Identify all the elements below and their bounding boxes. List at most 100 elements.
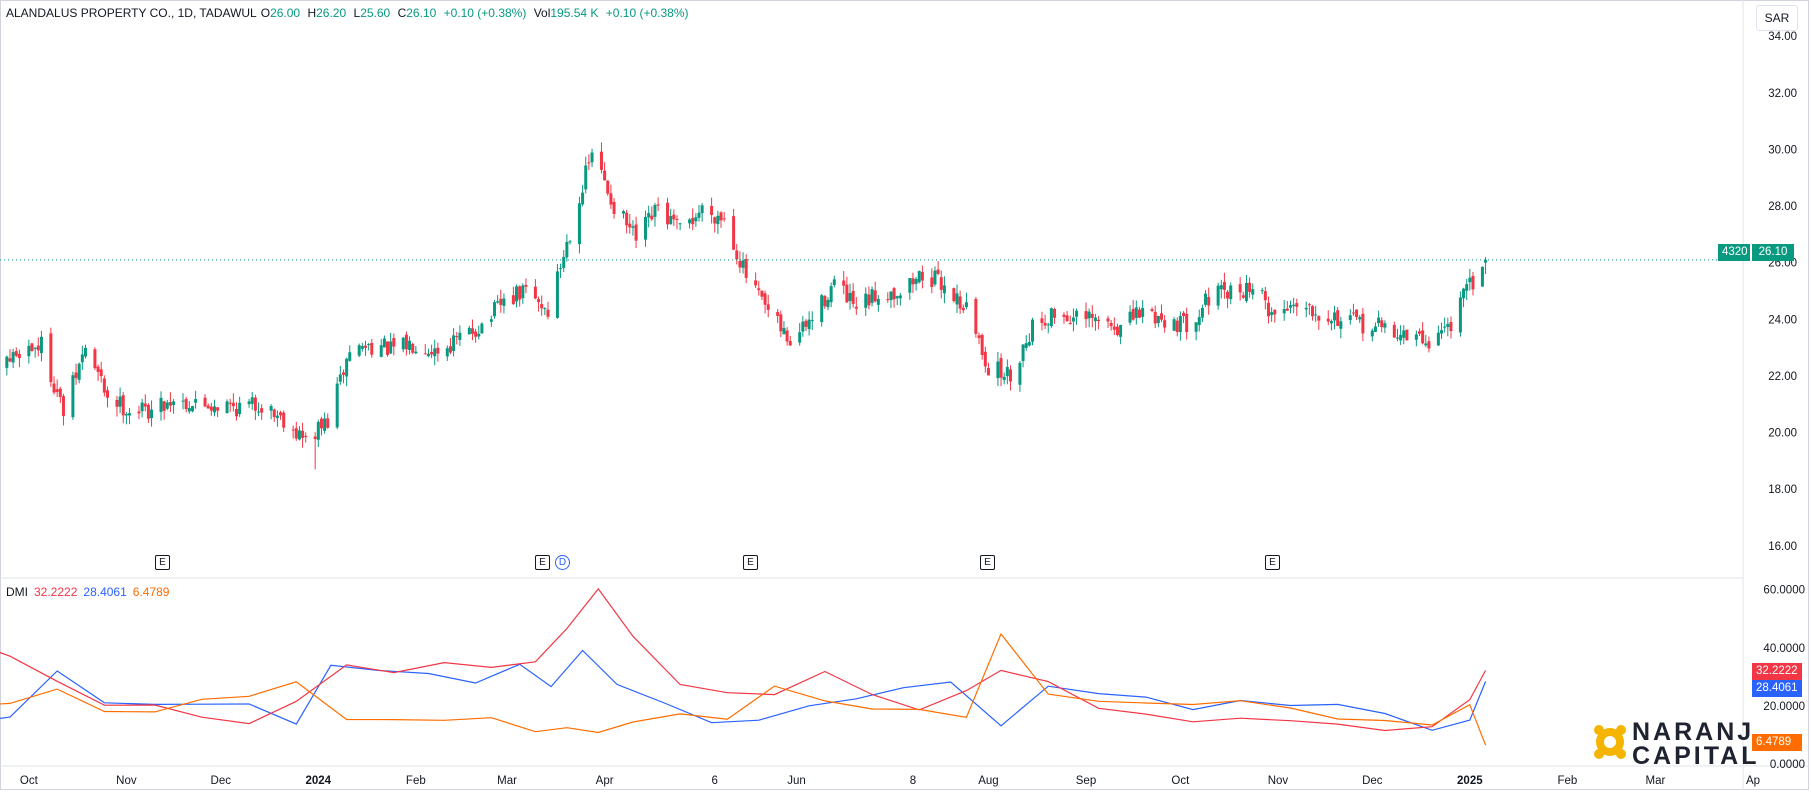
dividend-event-marker[interactable]: D xyxy=(555,555,570,570)
candle-body xyxy=(1392,324,1396,338)
candle-body xyxy=(524,284,528,287)
candle-body xyxy=(710,205,714,215)
candle-body xyxy=(1285,308,1289,311)
candle-body xyxy=(272,409,276,418)
candle-body xyxy=(1449,322,1453,332)
candle-body xyxy=(1266,302,1270,317)
candle-body xyxy=(357,345,361,356)
candle-body xyxy=(590,152,594,163)
candle-body xyxy=(933,270,937,285)
candle-body xyxy=(162,401,166,411)
candle-body xyxy=(433,348,437,357)
candle-body xyxy=(14,351,18,356)
candle-body xyxy=(1084,311,1088,320)
earnings-event-marker[interactable]: E xyxy=(980,555,995,570)
candle-body xyxy=(74,372,78,379)
price-axis-tick: 20.00 xyxy=(1768,428,1797,440)
candle-body xyxy=(722,218,726,220)
dmi-badge-1: 32.2222 xyxy=(1752,663,1802,680)
candle-body xyxy=(644,216,648,240)
candle-body xyxy=(1024,343,1028,348)
candle-body xyxy=(1005,367,1009,377)
candle-body xyxy=(999,358,1003,378)
earnings-event-marker[interactable]: E xyxy=(155,555,170,570)
price-axis-tick: 32.00 xyxy=(1768,88,1797,100)
candle-body xyxy=(1326,318,1330,322)
candle-body xyxy=(190,406,194,412)
candle-body xyxy=(1131,308,1135,320)
candle-body xyxy=(1018,362,1022,385)
candle-body xyxy=(631,226,635,228)
candle-body xyxy=(656,204,660,206)
candle-body xyxy=(908,278,912,293)
candle-body xyxy=(1314,314,1318,316)
candle-body xyxy=(996,361,1000,379)
candle-body xyxy=(367,344,371,346)
candle-body xyxy=(1329,321,1333,324)
candle-body xyxy=(634,224,638,241)
candle-body xyxy=(77,363,81,380)
candle-body xyxy=(1377,317,1381,324)
time-axis-tick: Apr xyxy=(596,775,614,787)
volume-change: +0.10 (+0.38%) xyxy=(605,6,689,20)
earnings-event-marker[interactable]: E xyxy=(1265,555,1280,570)
candle-body xyxy=(964,302,968,308)
dmi-axis-tick: 60.0000 xyxy=(1763,585,1805,597)
candle-body xyxy=(445,348,449,357)
candle-body xyxy=(961,307,965,311)
price-axis-tick: 22.00 xyxy=(1768,371,1797,383)
candle-body xyxy=(867,294,871,306)
candle-body xyxy=(920,272,924,281)
candle-body xyxy=(1361,313,1365,334)
candle-body xyxy=(1150,309,1154,311)
candle-body xyxy=(1229,285,1233,300)
time-axis-tick: 2025 xyxy=(1457,775,1483,787)
candle-body xyxy=(1197,317,1201,326)
time-axis-tick: Mar xyxy=(1646,775,1666,787)
earnings-event-marker[interactable]: E xyxy=(743,555,758,570)
candle-body xyxy=(304,435,308,437)
dmi-name[interactable]: DMI xyxy=(6,585,28,599)
symbol-name[interactable]: ALANDALUS PROPERTY CO., 1D, TADAWUL xyxy=(6,6,257,20)
candle-body xyxy=(1008,369,1012,382)
candle-body xyxy=(411,343,415,353)
price-axis-tick: 24.00 xyxy=(1768,314,1797,326)
candle-body xyxy=(625,212,629,226)
candle-body xyxy=(511,295,515,305)
currency-button[interactable]: SAR xyxy=(1756,5,1798,31)
candle-body xyxy=(489,319,493,322)
candle-body xyxy=(716,215,720,225)
candle-body xyxy=(886,299,890,301)
candle-body xyxy=(39,336,43,354)
candle-body xyxy=(11,352,15,363)
earnings-event-marker[interactable]: E xyxy=(535,555,550,570)
candle-body xyxy=(294,428,298,439)
candle-body xyxy=(404,334,408,350)
candle-body xyxy=(1134,307,1138,318)
candle-body xyxy=(1339,321,1343,329)
candle-body xyxy=(1153,311,1157,324)
candle-body xyxy=(1446,323,1450,327)
low-label: L xyxy=(353,6,361,20)
close-value: 26.10 xyxy=(406,6,437,20)
candle-body xyxy=(106,390,110,398)
candle-body xyxy=(587,162,591,164)
candle-body xyxy=(30,343,34,351)
dmi-legend-value-3: 6.4789 xyxy=(132,585,170,599)
candle-body xyxy=(977,335,981,339)
candle-body xyxy=(1414,334,1418,340)
candle-body xyxy=(876,298,880,305)
candle-body xyxy=(36,345,40,351)
time-axis-tick: Feb xyxy=(406,775,426,787)
candle-body xyxy=(17,353,21,359)
candle-body xyxy=(1468,277,1472,283)
candle-body xyxy=(700,205,704,214)
candle-body xyxy=(212,406,216,413)
low-value: 25.60 xyxy=(360,6,391,20)
candle-body xyxy=(27,345,31,357)
dmi-minus-line xyxy=(0,587,1487,732)
time-axis-tick: Dec xyxy=(1362,775,1383,787)
candle-body xyxy=(675,218,679,220)
candle-body xyxy=(140,402,144,412)
